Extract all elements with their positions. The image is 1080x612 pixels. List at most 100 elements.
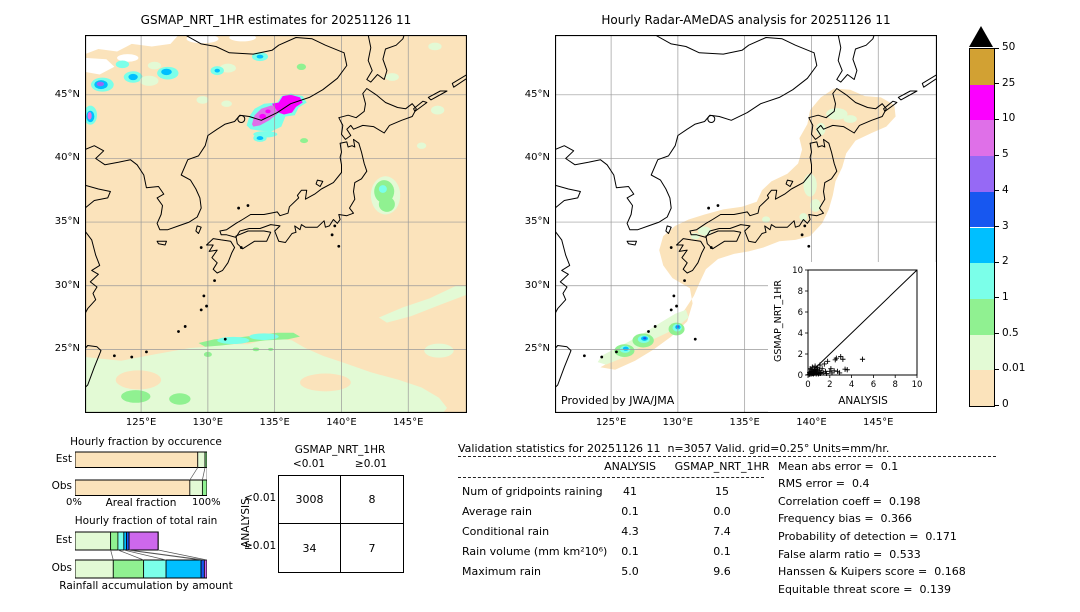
colorbar-tick <box>994 118 999 120</box>
x-tick-label: 140°E <box>796 417 827 428</box>
score-line: Hanssen & Kuipers score = 0.168 <box>778 565 966 579</box>
inset-y-tick-label: 8 <box>798 287 803 297</box>
totalrain-bars <box>75 531 207 579</box>
y-tick-label: 25°N <box>524 343 550 355</box>
data-credit: Provided by JWA/JMA <box>561 394 675 407</box>
colorbar-tick-label: 50 <box>1002 41 1016 53</box>
score-line: False alarm ratio = 0.533 <box>778 547 921 561</box>
coastline <box>705 230 742 250</box>
island-dot <box>202 294 206 298</box>
bar-segment <box>75 559 114 579</box>
left-map-rain-cell <box>428 42 442 51</box>
colorbar-tick <box>994 333 999 335</box>
island-dot <box>669 246 673 249</box>
colorbar-tick-label: 25 <box>1002 76 1016 89</box>
left-map-rain-area <box>85 57 115 75</box>
scatter-point <box>833 355 839 361</box>
totalrain-bottom-label: Rainfall accumulation by amount <box>59 580 233 592</box>
y-tick-label: 40°N <box>524 152 550 164</box>
left-map-rain-area <box>378 285 467 323</box>
left-map-rain-cell <box>256 54 264 59</box>
colorbar-tick-label: 5 <box>1002 148 1009 161</box>
island-dot <box>709 246 713 249</box>
inset-y-tick-label: 4 <box>798 329 803 339</box>
connector-line <box>123 549 167 561</box>
stats-analysis-value: 0.1 <box>621 545 639 558</box>
left-map-title: GSMAP_NRT_1HR estimates for 20251126 11 <box>140 13 412 27</box>
coastline <box>366 35 405 83</box>
island-dot <box>199 308 203 312</box>
island-dot <box>112 354 116 358</box>
scatter-point <box>821 361 827 367</box>
left-map-rain-cell <box>385 73 399 81</box>
island-dot <box>653 325 657 328</box>
inset-x-tick-label: 8 <box>892 380 897 390</box>
island-dot <box>807 244 811 248</box>
left-map-rain-cell <box>221 100 232 107</box>
coastline <box>836 35 875 83</box>
island-dot <box>716 204 720 207</box>
right-map-rain-cell <box>799 213 808 221</box>
coastline <box>235 230 272 250</box>
island-dot <box>237 206 241 210</box>
island-dot <box>130 355 134 359</box>
left-map-rain-cell <box>214 68 220 73</box>
stats-col-analysis: ANALYSIS <box>604 460 656 473</box>
stats-gsmap-value: 0.0 <box>713 505 731 518</box>
island-dot <box>675 304 678 308</box>
island-dot <box>647 330 650 333</box>
contingency-col-title: GSMAP_NRT_1HR <box>294 444 386 456</box>
x-tick-label: 125°E <box>125 417 157 428</box>
left-map-rain-area <box>85 35 179 55</box>
inset-x-tick-label: 10 <box>912 380 923 390</box>
x-tick-label: 145°E <box>863 417 894 428</box>
left-map-rain-cell <box>300 138 309 144</box>
bar-outline <box>75 451 207 468</box>
scatter-inset-panel: 0 0 2 2 4 4 6 6 8 8 10 10 GSMAP_NRT_1HR ANALYSIS <box>768 262 936 412</box>
left-map-rain-cell <box>217 336 250 345</box>
island-dot <box>213 279 216 283</box>
left-map-rain-cell <box>249 333 279 340</box>
left-map-rain-cell <box>115 370 162 390</box>
coastline <box>413 100 428 112</box>
right-map-rain-cell <box>803 173 817 197</box>
coastline <box>676 238 706 274</box>
colorbar-tick <box>994 47 999 49</box>
island-dot <box>223 337 227 341</box>
scatter-point <box>828 366 834 372</box>
precip-colorbar <box>969 48 995 407</box>
island-dot <box>582 354 586 358</box>
coastline <box>338 88 417 140</box>
coastline <box>315 179 324 187</box>
contingency-row-label-ge: ≥0.01 <box>244 540 277 552</box>
colorbar-tick <box>994 226 999 227</box>
occurrence-bars <box>75 451 207 496</box>
coastline <box>785 179 794 187</box>
inset-y-axis-label: GSMAP_NRT_1HR <box>773 280 784 362</box>
contingency-value-hit-none: 3008 <box>279 476 341 524</box>
colorbar-tick <box>994 261 999 263</box>
stats-analysis-value: 41 <box>623 485 637 498</box>
contingency-col-label-lt: <0.01 <box>292 458 326 470</box>
stats-row-label: Average rain <box>462 505 532 518</box>
left-map-rain-cell <box>265 109 271 114</box>
bar-segment <box>112 559 145 579</box>
island-dot <box>803 224 807 228</box>
coastline <box>85 345 102 389</box>
inset-x-tick-label: 0 <box>805 380 810 390</box>
bar-outline <box>75 479 207 496</box>
coastline <box>921 74 937 88</box>
scatter-point <box>840 356 846 362</box>
left-map-rain-cell <box>219 63 236 73</box>
inset-plot-box <box>807 269 918 376</box>
inset-x-axis-label: ANALYSIS <box>838 395 888 407</box>
contingency-table: 3008 8 34 7 <box>278 475 404 573</box>
left-map-rain-cell <box>115 60 130 69</box>
inset-x-tick-label: 2 <box>827 380 832 390</box>
stats-analysis-value: 4.3 <box>621 525 639 538</box>
island-dot <box>683 279 686 283</box>
bar-segment <box>128 531 159 551</box>
colorbar-segment <box>970 191 994 228</box>
island-dot <box>330 233 334 237</box>
contingency-value-miss: 34 <box>279 524 341 572</box>
